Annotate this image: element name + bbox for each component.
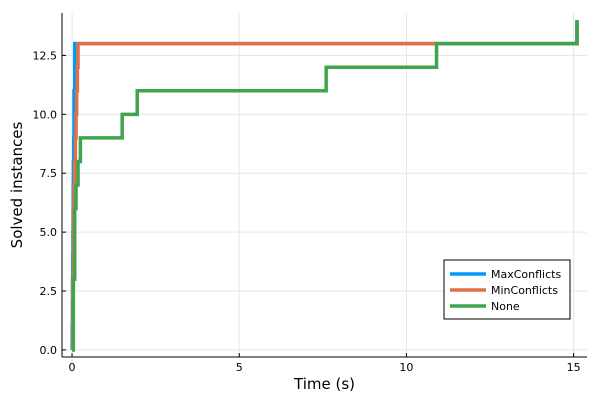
- ticks: 0 5 10 15 0.0 2.5 5.0 7.5 10.0 12.5: [33, 49, 581, 374]
- x-tick-label: 5: [236, 361, 243, 374]
- y-tick-label: 0.0: [40, 344, 58, 357]
- legend-label-maxconflicts: MaxConflicts: [491, 268, 561, 281]
- x-tick-label: 10: [399, 361, 413, 374]
- y-tick-label: 12.5: [33, 49, 58, 62]
- y-tick-label: 5.0: [40, 226, 58, 239]
- legend: MaxConflicts MinConflicts None: [443, 259, 571, 320]
- axes: [61, 13, 587, 358]
- x-tick-label: 0: [69, 361, 76, 374]
- x-axis-title: Time (s): [293, 375, 355, 393]
- series-line-none: [71, 20, 579, 352]
- legend-label-none: None: [491, 300, 520, 313]
- grid: [62, 13, 587, 357]
- y-axis-title: Solved instances: [8, 122, 26, 249]
- series-group: [70, 20, 579, 352]
- y-tick-label: 7.5: [40, 167, 58, 180]
- y-tick-label: 10.0: [33, 108, 58, 121]
- x-tick-label: 15: [567, 361, 581, 374]
- legend-label-minconflicts: MinConflicts: [491, 284, 558, 297]
- y-tick-label: 2.5: [40, 285, 58, 298]
